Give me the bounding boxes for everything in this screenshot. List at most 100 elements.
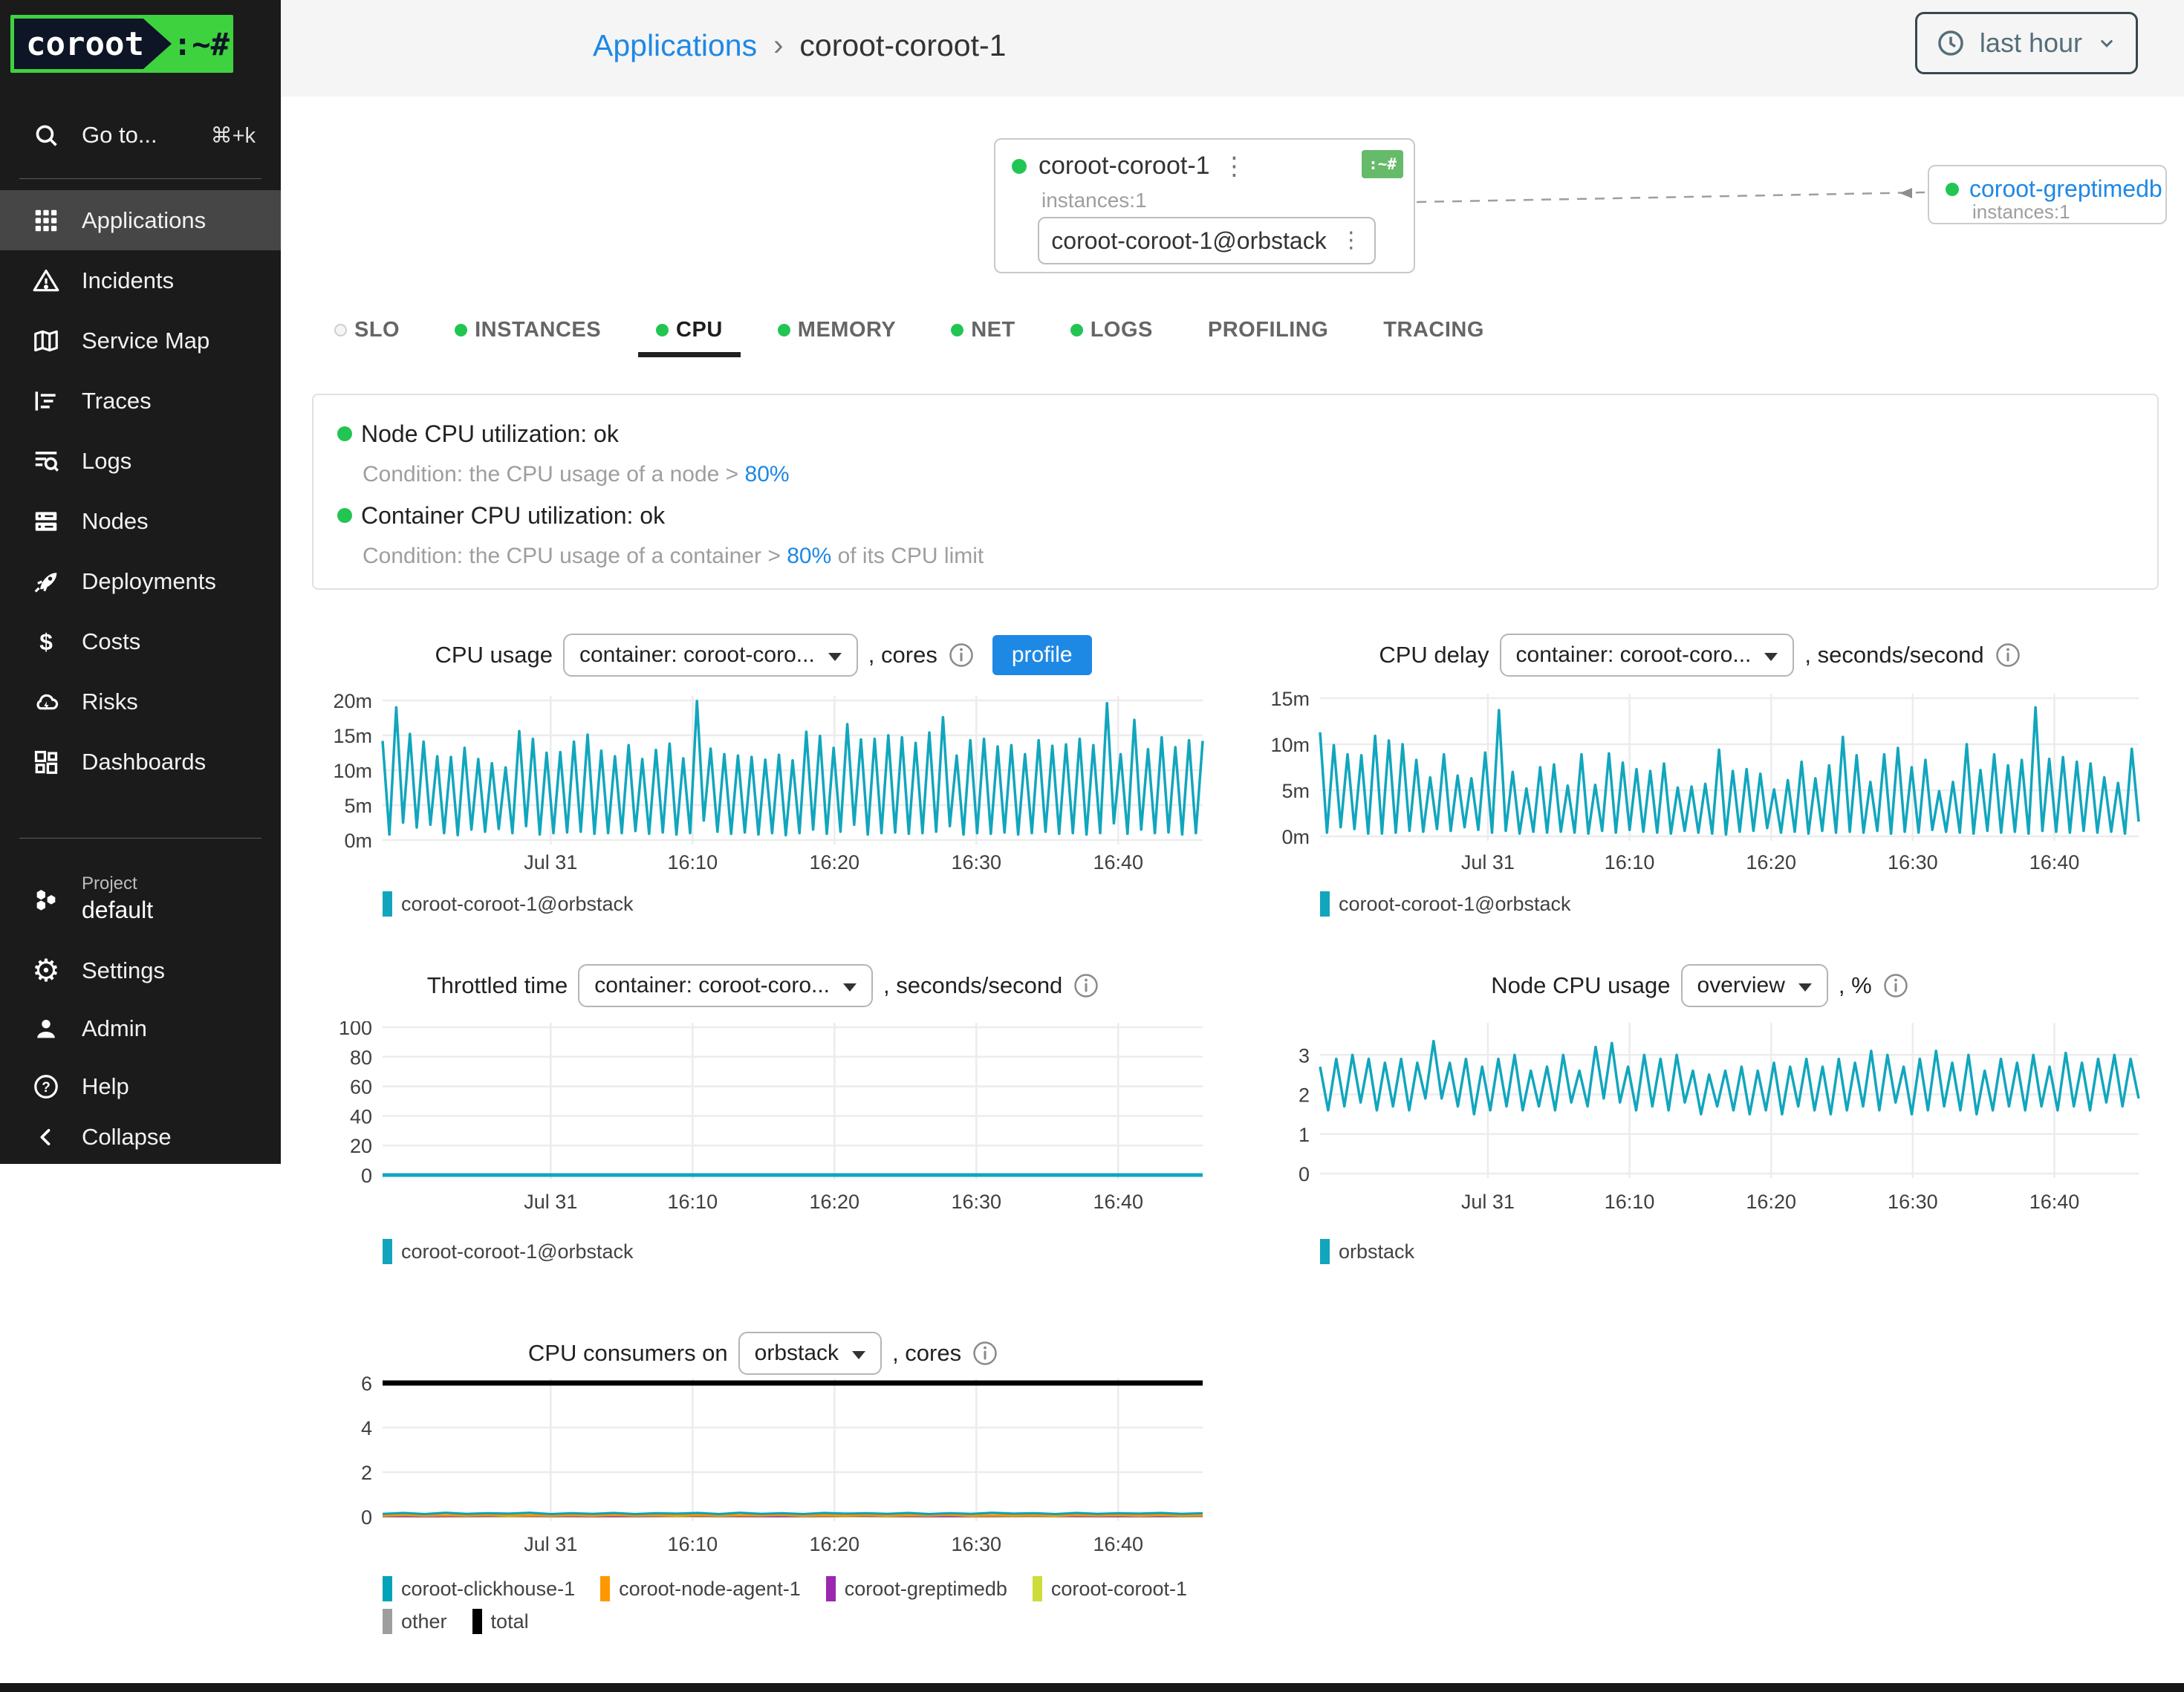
sidebar-item-settings[interactable]: ⚙ Settings [0,942,281,1000]
sidebar-project-switcher[interactable]: Project default [0,860,281,937]
legend-item[interactable]: total [472,1609,529,1634]
legend-item[interactable]: coroot-greptimedb [825,1576,1007,1601]
status-dot [777,324,790,336]
tab-cpu[interactable]: CPU [638,318,741,357]
tab-logs[interactable]: LOGS [1053,318,1171,357]
goto-search[interactable]: Go to... ⌘+k [0,111,281,159]
legend-item[interactable]: coroot-coroot-1@orbstack [1320,891,1571,917]
info-icon[interactable] [972,1340,998,1367]
sidebar-item-dashboards[interactable]: Dashboards [0,732,281,792]
info-icon[interactable] [1073,972,1099,999]
container-selector[interactable]: container: coroot-coro... [1499,634,1795,677]
sidebar-item-incidents[interactable]: Incidents [0,250,281,310]
tab-slo[interactable]: SLO [316,318,417,357]
svg-text:100: 100 [339,1021,372,1039]
cpu-usage-chart-title: CPU usage container: coroot-coro... , co… [319,633,1207,677]
sidebar-item-nodes[interactable]: Nodes [0,491,281,551]
sidebar-item-applications[interactable]: Applications [0,190,281,250]
status-dot [455,324,468,336]
svg-text:16:30: 16:30 [1888,851,1938,873]
time-range-picker[interactable]: last hour [1914,12,2138,74]
kebab-menu-icon[interactable]: ⋮ [1221,152,1247,180]
svg-text:5m: 5m [344,795,372,817]
tab-net[interactable]: NET [933,318,1033,357]
info-icon[interactable] [1995,642,2021,668]
legend-item[interactable]: other [383,1609,447,1634]
legend-label: coroot-coroot-1@orbstack [401,892,634,915]
app-name[interactable]: coroot-coroot-1 [1039,152,1210,180]
logs-icon [30,445,62,478]
legend-label: coroot-coroot-1 [1050,1577,1187,1600]
instances-count: instances:1 [1972,201,2070,223]
legend-item[interactable]: coroot-clickhouse-1 [383,1576,575,1601]
legend-item[interactable]: coroot-coroot-1 [1032,1576,1187,1601]
legend-swatch [383,1576,392,1601]
throttled-time-chart: 0 20 40 60 80 100 Jul 31 16:10 16:20 16:30 16:40 [319,1017,1207,1222]
throttled-time-legend: coroot-coroot-1@orbstack [383,1239,1207,1264]
container-selector[interactable]: container: coroot-coro... [578,964,874,1007]
sidebar-item-risks[interactable]: Risks [0,671,281,732]
sidebar-item-help[interactable]: ? Help [0,1058,281,1116]
svg-text:Jul 31: Jul 31 [1461,1191,1515,1213]
legend-swatch [472,1609,482,1634]
svg-text:16:10: 16:10 [1605,851,1655,873]
sidebar-item-label: Nodes [82,507,149,534]
sidebar-item-traces[interactable]: Traces [0,371,281,431]
sidebar-item-costs[interactable]: $ Costs [0,611,281,671]
node-selector[interactable]: orbstack [738,1332,883,1375]
legend-swatch [825,1576,836,1601]
container-selector[interactable]: container: coroot-coro... [562,634,858,677]
info-icon[interactable] [948,642,975,668]
tab-instances[interactable]: INSTANCES [437,318,619,357]
status-dot [337,426,352,441]
breadcrumb-applications-link[interactable]: Applications [593,28,758,62]
svg-text:20m: 20m [333,691,372,712]
sidebar-collapse-button[interactable]: Collapse [0,1108,281,1166]
tab-memory[interactable]: MEMORY [760,318,914,357]
legend-item[interactable]: coroot-node-agent-1 [600,1576,801,1601]
legend-item[interactable]: coroot-coroot-1@orbstack [383,1239,634,1264]
svg-text:60: 60 [350,1076,372,1099]
legend-item[interactable]: coroot-coroot-1@orbstack [383,891,634,917]
instance-chip[interactable]: coroot-coroot-1@orbstack ⋮ [1038,217,1376,264]
coroot-logo[interactable]: coroot :~# [10,15,233,73]
svg-text:16:40: 16:40 [2029,1191,2080,1213]
check-condition: Condition: the CPU usage of a node > 80% [363,462,790,487]
legend-swatch [383,891,392,917]
cpu-delay-legend: coroot-coroot-1@orbstack [1320,891,2143,917]
footer-bar [0,1683,2184,1692]
chevron-left-icon [30,1121,62,1154]
svg-text:20: 20 [350,1135,372,1157]
svg-text:80: 80 [350,1047,372,1069]
kebab-menu-icon[interactable]: ⋮ [1339,228,1362,253]
view-selector[interactable]: overview [1680,964,1828,1007]
svg-text:10m: 10m [333,760,372,782]
storm-cloud-icon [30,686,62,718]
sidebar-item-admin[interactable]: Admin [0,1000,281,1058]
goto-label: Go to... [82,122,157,148]
app-link[interactable]: coroot-greptimedb [1969,175,2162,202]
profile-button[interactable]: profile [992,635,1092,675]
legend-swatch [1320,1239,1330,1264]
sidebar-item-deployments[interactable]: Deployments [0,551,281,611]
svg-text:16:20: 16:20 [810,1191,860,1213]
status-dot [1070,324,1083,336]
sidebar-item-service-map[interactable]: Service Map [0,310,281,371]
sidebar-item-label: Admin [82,1015,147,1041]
sidebar-item-label: Applications [82,206,207,233]
tab-tracing[interactable]: TRACING [1383,318,1484,342]
svg-text:16:40: 16:40 [1093,851,1143,873]
threshold-value: 80% [744,462,790,487]
threshold-value: 80% [787,544,832,568]
info-icon[interactable] [1882,972,1909,999]
tab-profiling[interactable]: PROFILING [1207,318,1329,342]
cpu-delay-chart-title: CPU delay container: coroot-coro... , se… [1257,633,2143,677]
legend-item[interactable]: orbstack [1320,1239,1414,1264]
svg-text:5m: 5m [1281,780,1310,802]
sidebar-item-label: Risks [82,688,138,715]
legend-swatch [600,1576,611,1601]
cpu-delay-chart: 0m 5m 10m 15m Jul 31 16:10 16:20 16:30 16:40 [1257,688,2143,880]
sidebar-item-logs[interactable]: Logs [0,431,281,491]
svg-text:15m: 15m [333,725,372,747]
